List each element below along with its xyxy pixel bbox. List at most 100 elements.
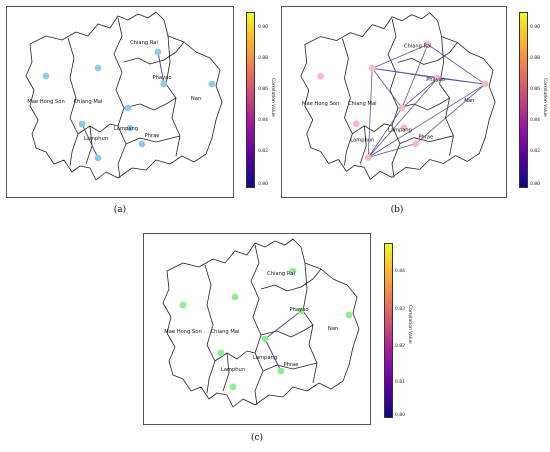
edge	[368, 143, 416, 158]
node	[138, 140, 146, 148]
cbar-tick: 0.82	[258, 149, 269, 154]
node	[126, 124, 134, 132]
label-lampang: Lampang	[388, 128, 412, 134]
panel-c-map: Chiang Rai Phayao Nan Mae Hong Son Chian…	[162, 238, 360, 408]
edge	[372, 44, 428, 69]
label-chiang-rai: Chiang Rai	[404, 43, 432, 49]
cbar-tick: 0.86	[258, 87, 269, 92]
node	[345, 311, 353, 319]
edge	[264, 310, 302, 340]
label-chiang-rai: Chiang Rai	[267, 271, 295, 277]
node	[160, 80, 168, 88]
node	[481, 80, 489, 88]
node	[277, 367, 285, 375]
edges	[367, 44, 486, 158]
cbar-tick: 0.88	[258, 56, 269, 61]
nodes	[42, 48, 216, 162]
edge	[401, 77, 438, 109]
node	[368, 64, 376, 72]
label-lamphun: Lamphun	[350, 138, 374, 144]
edges	[81, 51, 165, 159]
panel-a-colorbar	[246, 12, 255, 188]
label-mae-hong-son: Mae Hong Son	[302, 101, 339, 107]
node	[364, 154, 372, 161]
cbar-tick: 0.90	[530, 25, 541, 30]
node	[424, 41, 432, 48]
label-lampang: Lampang	[114, 126, 138, 132]
panel-c-frame	[143, 233, 371, 425]
cbar-tick: 0.80	[395, 413, 406, 418]
label-phayao: Phayao	[152, 75, 171, 81]
panel-a-frame	[6, 6, 234, 198]
nodes	[179, 267, 353, 391]
label-chiang-mai: Chiang Mai	[211, 329, 240, 335]
cbar-tick: 0.84	[530, 118, 541, 123]
edge	[81, 123, 99, 159]
cbar-tick: 0.82	[395, 344, 406, 349]
panel-b-map: Chiang Rai Phayao Nan Mae Hong Son Chian…	[300, 12, 496, 180]
cbar-tick: 0.80	[258, 182, 269, 187]
label-mae-hong-son: Mae Hong Son	[27, 99, 65, 105]
label-phrae: Phrae	[145, 133, 160, 139]
label-chiang-mai: Chiang Mai	[348, 101, 377, 107]
cbar-tick: 0.84	[395, 269, 406, 274]
node	[78, 120, 86, 128]
cbar-axis-label: Correlation Value	[270, 78, 275, 117]
node	[231, 293, 239, 301]
cbar-tick: 0.88	[530, 56, 541, 61]
province-labels: Chiang Rai Phayao Nan Mae Hong Son Chian…	[164, 271, 338, 373]
cbar-tick: 0.84	[258, 118, 269, 123]
edge	[371, 68, 403, 109]
label-chiang-rai: Chiang Rai	[130, 40, 158, 46]
cbar-tick: 0.90	[258, 25, 269, 30]
panel-a-letter: (a)	[113, 205, 127, 215]
label-lampang: Lampang	[253, 355, 277, 361]
cbar-tick: 0.83	[395, 307, 406, 312]
label-nan: Nan	[328, 326, 338, 332]
node	[94, 64, 102, 72]
label-phrae: Phrae	[418, 135, 433, 141]
panel-b-letter: (b)	[390, 205, 404, 215]
map-outline	[162, 238, 360, 408]
node	[412, 140, 420, 148]
label-mae-hong-son: Mae Hong Son	[164, 329, 202, 335]
edge	[157, 51, 165, 85]
label-nan: Nan	[464, 98, 474, 104]
edge	[264, 338, 282, 372]
cbar-tick: 0.81	[395, 380, 406, 385]
node	[124, 104, 132, 112]
cbar-axis-label: Correlation Value	[407, 305, 412, 344]
label-phayao: Phayao	[289, 307, 308, 313]
label-phrae: Phrae	[284, 362, 299, 368]
node	[289, 267, 297, 275]
node	[229, 383, 237, 391]
label-lamphun: Lamphun	[221, 367, 245, 373]
nodes	[317, 41, 489, 161]
panel-b-colorbar	[519, 12, 528, 188]
cbar-tick: 0.80	[530, 182, 541, 187]
province-labels: Chiang Rai Phayao Nan Mae Hong Son Chian…	[302, 43, 474, 143]
label-nan: Nan	[191, 96, 201, 102]
edge	[415, 83, 486, 144]
edge	[427, 44, 486, 85]
node	[217, 349, 225, 357]
edge	[437, 77, 486, 85]
edges	[264, 310, 302, 372]
panel-c-letter: (c)	[250, 433, 264, 443]
label-chiang-mai: Chiang Mai	[74, 99, 103, 105]
node	[352, 120, 360, 128]
node	[154, 48, 162, 56]
edge	[401, 44, 429, 109]
node	[94, 154, 102, 162]
map-outline	[300, 12, 496, 180]
edge	[367, 68, 373, 158]
node	[398, 104, 406, 112]
node	[297, 307, 305, 315]
node	[208, 80, 216, 88]
panel-a-map: Chiang Rai Phayao Nan Mae Hong Son Chian…	[25, 11, 223, 181]
cbar-tick: 0.82	[530, 149, 541, 154]
node	[400, 124, 408, 132]
province-labels: Chiang Rai Phayao Nan Mae Hong Son Chian…	[27, 40, 201, 142]
label-phayao: Phayao	[426, 77, 445, 83]
cbar-axis-label: Correlation Value	[542, 78, 547, 117]
